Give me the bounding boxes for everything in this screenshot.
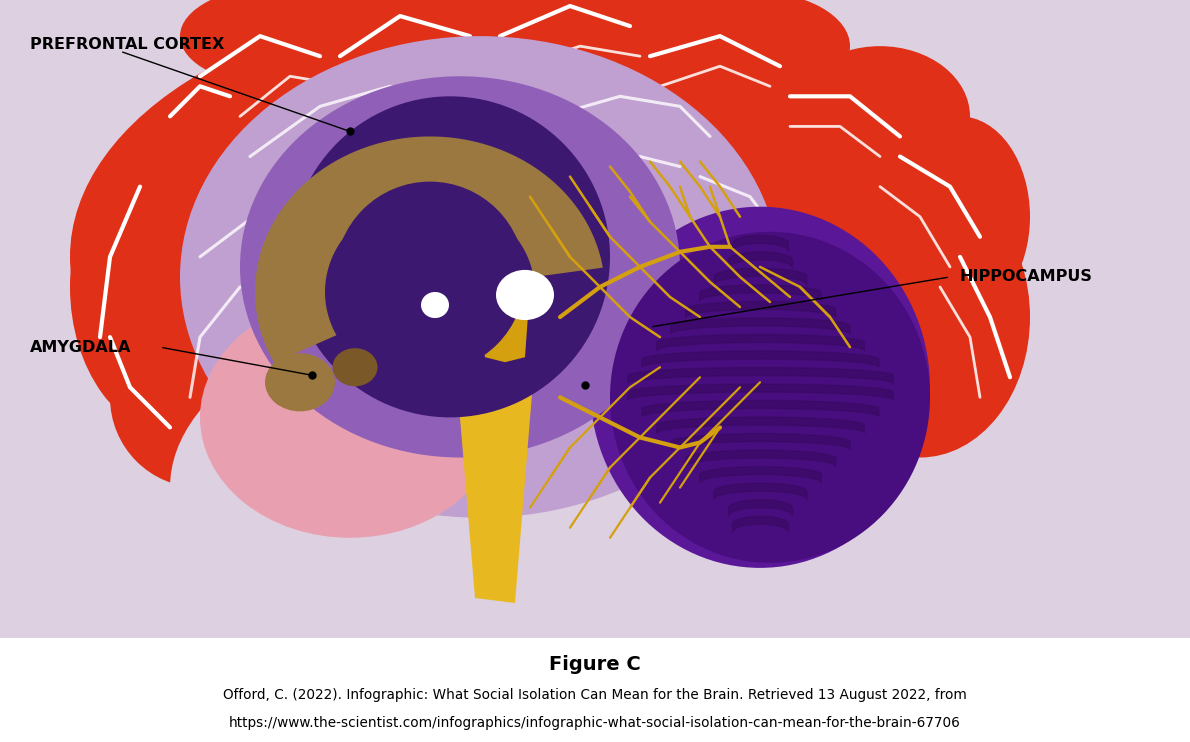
Ellipse shape: [336, 182, 525, 372]
Ellipse shape: [421, 292, 449, 318]
Text: Offord, C. (2022). Infographic: What Social Isolation Can Mean for the Brain. Re: Offord, C. (2022). Infographic: What Soc…: [223, 689, 967, 702]
Text: https://www.the-scientist.com/infographics/infographic-what-social-isolation-can: https://www.the-scientist.com/infographi…: [230, 716, 960, 730]
Ellipse shape: [810, 177, 1031, 458]
Polygon shape: [455, 267, 536, 603]
Ellipse shape: [70, 0, 970, 518]
Text: AMYGDALA: AMYGDALA: [30, 340, 131, 355]
Ellipse shape: [180, 36, 779, 518]
Text: HIPPOCAMPUS: HIPPOCAMPUS: [960, 269, 1092, 284]
Ellipse shape: [496, 270, 555, 320]
Ellipse shape: [590, 207, 931, 568]
Text: PREFRONTAL CORTEX: PREFRONTAL CORTEX: [30, 36, 225, 52]
Ellipse shape: [790, 46, 970, 187]
Ellipse shape: [290, 96, 610, 418]
Ellipse shape: [610, 232, 931, 563]
Ellipse shape: [109, 307, 290, 487]
Text: Figure C: Figure C: [549, 654, 641, 674]
Ellipse shape: [340, 0, 540, 66]
Ellipse shape: [332, 348, 377, 387]
Polygon shape: [470, 267, 530, 362]
Ellipse shape: [890, 116, 1031, 317]
Ellipse shape: [180, 0, 380, 86]
Ellipse shape: [200, 297, 500, 538]
Ellipse shape: [265, 353, 336, 411]
Ellipse shape: [170, 297, 870, 678]
Polygon shape: [255, 137, 603, 363]
Polygon shape: [0, 0, 1190, 638]
Ellipse shape: [70, 137, 290, 438]
Ellipse shape: [240, 76, 679, 458]
Ellipse shape: [650, 0, 850, 102]
Ellipse shape: [500, 0, 700, 66]
